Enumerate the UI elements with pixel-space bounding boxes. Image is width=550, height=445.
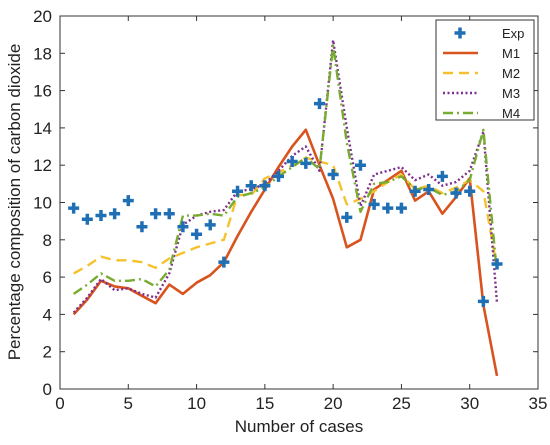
y-tick-label: 18 [33,44,52,63]
y-tick-label: 20 [33,7,52,26]
axis-ticks: 0 5 10 15 20 25 30 35 0 2 4 6 8 10 12 14 16 18 20 [33,7,547,413]
exp-data-point [150,208,162,220]
exp-data-point [68,202,80,214]
y-tick-label: 4 [43,305,52,324]
exp-data-point [259,180,271,192]
exp-data-point [218,256,230,268]
exp-data-point [81,213,93,225]
legend-label-m3: M3 [502,86,520,101]
exp-data-point [464,185,476,197]
exp-data-point [245,180,257,192]
y-tick-label: 2 [43,343,52,362]
legend-item-m2: M2 [443,66,520,81]
legend-item-m4: M4 [443,106,520,121]
exp-data-point [163,208,175,220]
legend-item-m3: M3 [443,86,520,101]
legend-item-exp: Exp [454,26,524,41]
series-exp [68,98,503,307]
x-tick-label: 30 [460,394,479,413]
y-tick-label: 10 [33,194,52,213]
exp-data-point [341,211,353,223]
exp-data-point [232,185,244,197]
exp-data-point [368,198,380,210]
exp-data-point [409,185,421,197]
exp-data-point [122,195,134,207]
legend-box [435,19,535,121]
series-m2 [73,156,499,275]
series-m3 [72,39,499,314]
x-tick-label: 5 [124,394,133,413]
exp-data-point [327,169,339,181]
series-m1 [72,128,499,377]
exp-data-point [313,98,325,110]
x-tick-label: 20 [324,394,343,413]
x-tick-label: 15 [255,394,274,413]
x-tick-label: 10 [187,394,206,413]
legend-label-m1: M1 [502,46,520,61]
plot-area [68,39,503,377]
x-tick-label: 0 [55,394,64,413]
exp-data-point [382,202,394,214]
series-m4 [73,44,499,295]
legend-label-m4: M4 [502,106,520,121]
y-tick-label: 12 [33,156,52,175]
exp-data-point [204,219,216,231]
y-tick-label: 14 [33,119,52,138]
exp-data-point [109,208,121,220]
legend: Exp M1 M2 M3 M4 [435,19,535,121]
m4-line [73,44,499,295]
exp-data-point [395,202,407,214]
legend-item-m1: M1 [443,46,520,61]
m2-line [73,156,499,275]
exp-data-point [191,228,203,240]
x-tick-label: 35 [529,394,548,413]
m3-line [72,39,499,314]
y-tick-label: 6 [43,268,52,287]
legend-label-exp: Exp [502,26,524,41]
exp-data-point [477,295,489,307]
y-axis-label: Percentage composition of carbon dioxide [5,44,24,361]
exp-data-point [273,170,285,182]
exp-data-point [136,221,148,233]
y-tick-label: 0 [43,380,52,399]
exp-data-point [300,157,312,169]
x-tick-label: 25 [392,394,411,413]
x-axis-label: Number of cases [235,417,364,436]
legend-symbol-exp [454,27,466,39]
exp-data-point [286,155,298,167]
exp-data-point [436,170,448,182]
y-tick-label: 8 [43,231,52,250]
exp-data-point [95,210,107,222]
legend-label-m2: M2 [502,66,520,81]
exp-data-point [491,258,503,270]
y-tick-label: 16 [33,82,52,101]
m1-line [72,128,499,377]
exp-data-point [177,221,189,233]
exp-data-point [423,183,435,195]
exp-data-point [450,187,462,199]
plot-frame [59,15,539,390]
exp-data-point [354,159,366,171]
